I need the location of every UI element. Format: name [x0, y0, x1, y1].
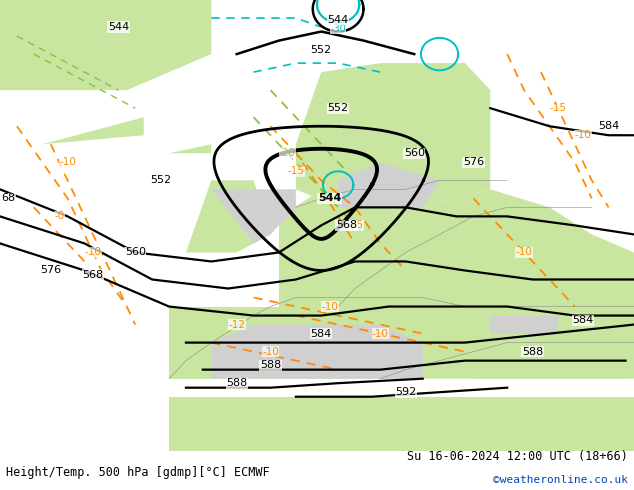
Text: 584: 584 — [573, 315, 594, 325]
Text: Height/Temp. 500 hPa [gdmp][°C] ECMWF: Height/Temp. 500 hPa [gdmp][°C] ECMWF — [6, 466, 270, 479]
Text: -10: -10 — [84, 247, 101, 257]
Text: 588: 588 — [226, 378, 247, 388]
Polygon shape — [169, 307, 279, 379]
Text: -10: -10 — [59, 157, 76, 167]
Text: 68: 68 — [1, 194, 15, 203]
Text: 584: 584 — [598, 121, 619, 131]
Text: 560: 560 — [404, 148, 425, 158]
Text: -15: -15 — [550, 103, 566, 113]
Text: -10: -10 — [515, 247, 533, 257]
Text: 552: 552 — [328, 103, 349, 113]
Text: -20: -20 — [279, 148, 296, 158]
Polygon shape — [490, 316, 558, 334]
Text: -10: -10 — [372, 329, 389, 339]
Polygon shape — [42, 117, 144, 144]
Polygon shape — [338, 162, 439, 207]
Text: -10: -10 — [321, 301, 338, 312]
Polygon shape — [169, 397, 634, 451]
Text: -0: -0 — [54, 211, 64, 221]
Text: -15: -15 — [287, 166, 304, 176]
Text: -10: -10 — [575, 130, 592, 140]
Polygon shape — [474, 324, 626, 379]
Text: 576: 576 — [40, 266, 61, 275]
Polygon shape — [0, 0, 211, 90]
Text: 552: 552 — [311, 45, 332, 54]
Polygon shape — [169, 144, 211, 153]
Text: Su 16-06-2024 12:00 UTC (18+66): Su 16-06-2024 12:00 UTC (18+66) — [407, 450, 628, 463]
Text: 568: 568 — [82, 270, 103, 280]
Text: -12: -12 — [228, 319, 245, 330]
Text: 544: 544 — [318, 194, 341, 203]
Polygon shape — [279, 180, 634, 379]
Polygon shape — [296, 63, 490, 207]
Text: 576: 576 — [463, 157, 484, 167]
Polygon shape — [211, 189, 296, 244]
Text: ©weatheronline.co.uk: ©weatheronline.co.uk — [493, 475, 628, 485]
Text: 588: 588 — [522, 346, 543, 357]
Polygon shape — [321, 307, 380, 379]
Text: 552: 552 — [150, 175, 171, 185]
Text: 560: 560 — [125, 247, 146, 257]
Text: 584: 584 — [311, 329, 332, 339]
Text: -15: -15 — [347, 220, 363, 230]
Text: -30: -30 — [330, 24, 346, 34]
Polygon shape — [211, 324, 423, 379]
Text: -10: -10 — [262, 346, 279, 357]
Text: 588: 588 — [260, 360, 281, 370]
Text: 544: 544 — [108, 22, 129, 32]
Polygon shape — [186, 180, 271, 252]
Text: 592: 592 — [395, 387, 417, 397]
Text: 568: 568 — [336, 220, 357, 230]
Text: 544: 544 — [328, 15, 349, 25]
